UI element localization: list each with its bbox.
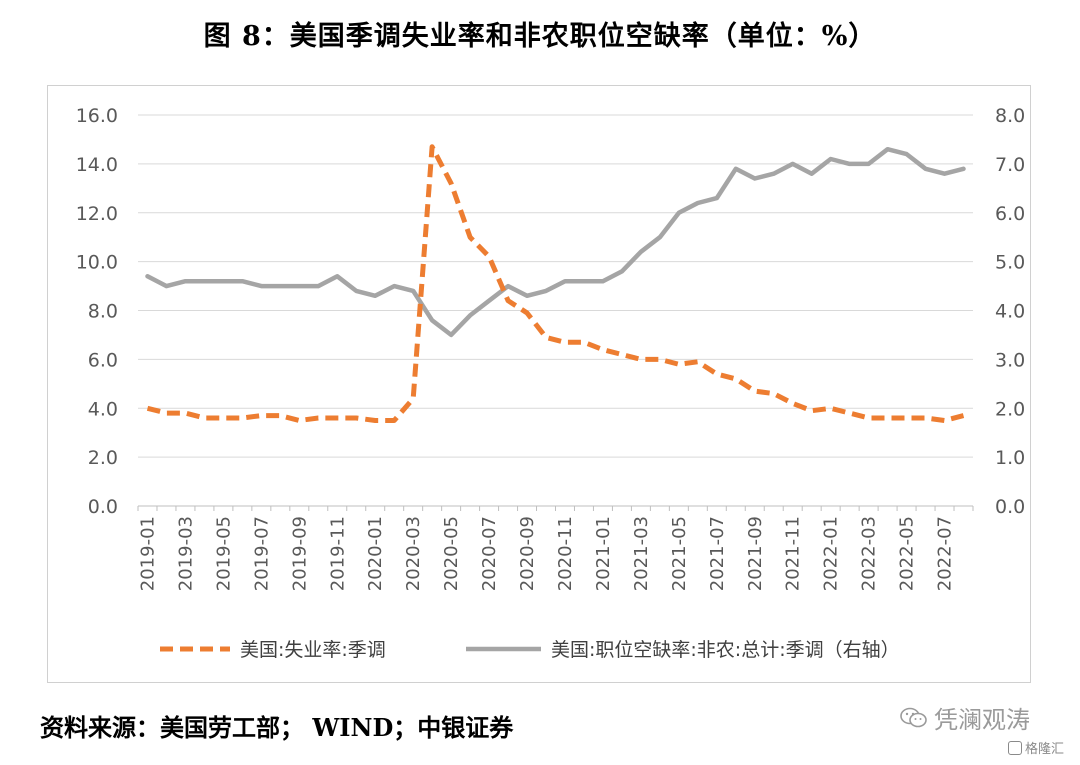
x-tick-label: 2019-03	[175, 516, 196, 591]
x-axis-ticks: 2019-01 2019-03 2019-05 2019-07 2019-09 2019-…	[137, 506, 974, 591]
x-tick-label: 2021-01	[593, 516, 614, 591]
left-tick-label: 16.0	[76, 105, 118, 127]
watermark-secondary-text: 格隆汇	[1025, 742, 1065, 757]
right-tick-label: 3.0	[995, 349, 1025, 371]
x-tick-label: 2020-03	[403, 516, 424, 591]
left-tick-label: 10.0	[76, 252, 118, 274]
x-tick-label: 2020-07	[479, 516, 500, 591]
line-chart: 0.0 2.0 4.0 6.0 8.0 10.0 12.0 14.0 16.0 0.0 1.0 2.…	[76, 105, 1026, 661]
unemployment-series-line	[146, 144, 965, 423]
x-tick-label: 2020-09	[517, 516, 538, 591]
x-tick-label: 2022-05	[897, 516, 918, 591]
right-tick-label: 1.0	[995, 447, 1025, 469]
x-tick-label: 2019-05	[213, 516, 234, 591]
job-openings-series-line	[145, 146, 966, 338]
right-tick-label: 0.0	[995, 496, 1025, 518]
left-tick-label: 12.0	[76, 203, 118, 225]
left-axis-ticks: 0.0 2.0 4.0 6.0 8.0 10.0 12.0 14.0 16.0	[76, 105, 118, 518]
left-tick-label: 4.0	[88, 398, 118, 420]
x-tick-label: 2020-05	[441, 516, 462, 591]
x-tick-label: 2021-11	[783, 516, 804, 591]
x-tick-label: 2022-07	[935, 516, 956, 591]
legend-label: 美国:职位空缺率:非农:总计:季调（右轴）	[551, 639, 900, 661]
chart-area: 0.0 2.0 4.0 6.0 8.0 10.0 12.0 14.0 16.0 0.0 1.0 2.…	[47, 85, 1031, 683]
watermark-secondary: 格隆汇	[1008, 738, 1064, 757]
left-tick-label: 8.0	[88, 301, 118, 323]
x-tick-label: 2019-09	[289, 516, 310, 591]
right-tick-label: 8.0	[995, 105, 1025, 127]
x-tick-label: 2022-03	[859, 516, 880, 591]
right-tick-label: 4.0	[995, 301, 1025, 323]
left-tick-label: 0.0	[88, 496, 118, 518]
right-tick-label: 6.0	[995, 203, 1025, 225]
legend-label: 美国:失业率:季调	[240, 639, 386, 661]
watermark: 凭澜观涛	[900, 700, 1030, 735]
x-tick-label: 2019-01	[137, 516, 158, 591]
x-tick-label: 2019-07	[251, 516, 272, 591]
chart-legend: 美国:失业率:季调 美国:职位空缺率:非农:总计:季调（右轴）	[160, 639, 900, 661]
left-tick-label: 2.0	[88, 447, 118, 469]
left-tick-label: 6.0	[88, 349, 118, 371]
x-tick-label: 2020-11	[555, 516, 576, 591]
x-tick-label: 2021-05	[669, 516, 690, 591]
source-note: 资料来源：美国劳工部； WIND；中银证券	[40, 713, 514, 742]
watermark-text: 凭澜观涛	[934, 706, 1030, 734]
logo-icon	[1008, 740, 1022, 755]
right-tick-label: 2.0	[995, 398, 1025, 420]
x-tick-label: 2021-09	[745, 516, 766, 591]
x-tick-label: 2020-01	[365, 516, 386, 591]
right-tick-label: 5.0	[995, 252, 1025, 274]
series-layer	[145, 144, 966, 423]
chart-title: 图 8：美国季调失业率和非农职位空缺率（单位：%）	[203, 21, 877, 52]
x-tick-label: 2021-03	[631, 516, 652, 591]
right-tick-label: 7.0	[995, 154, 1025, 176]
x-tick-label: 2021-07	[707, 516, 728, 591]
right-axis-ticks: 0.0 1.0 2.0 3.0 4.0 5.0 6.0 7.0 8.0	[995, 105, 1025, 518]
x-tick-label: 2019-11	[327, 516, 348, 591]
wechat-icon	[900, 707, 927, 727]
left-tick-label: 14.0	[76, 154, 118, 176]
gridlines	[138, 114, 973, 507]
x-tick-label: 2022-01	[821, 516, 842, 591]
